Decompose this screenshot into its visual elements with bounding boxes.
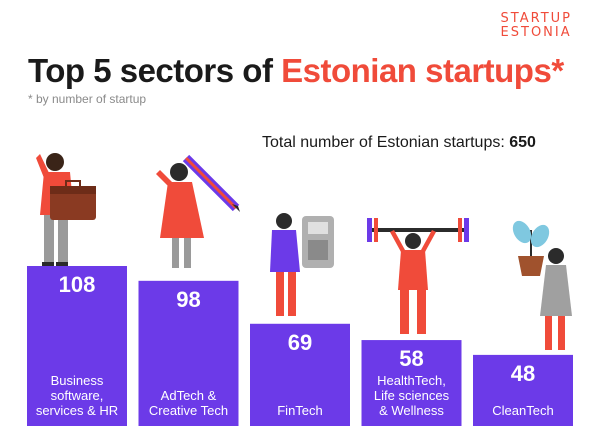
total-value: 650 [509,134,536,151]
bar-4 [361,340,462,426]
bar-value-2: 98 [176,287,200,312]
fintech-person-illustration [270,213,334,316]
total-label: Total number of Estonian startups: [262,134,505,151]
page-title: Top 5 sectors of Estonian startups* [28,52,564,90]
bar-label-line: Creative Tech [149,403,228,418]
bar-3 [250,323,350,426]
bar-label-2: AdTech & Creative Tech [149,388,228,418]
adtech-person-illustration [156,154,240,268]
bar-label-3: FinTech [277,403,323,418]
bar-2 [138,280,239,426]
cleantech-person-illustration [512,220,572,350]
logo-line-2: ESTONIA [500,25,572,40]
healthtech-person-illustration [367,218,469,334]
bar-value-4: 58 [399,346,423,371]
title-highlight: Estonian startups* [281,52,564,89]
bar-value-5: 48 [511,361,535,386]
bar-5 [473,354,573,426]
bar-label-line: services & HR [36,403,118,418]
bar-1 [27,266,127,426]
bar-value-3: 69 [288,330,312,355]
subtitle-note: * by number of startup [28,92,147,106]
bar-label-line: FinTech [277,403,323,418]
startup-estonia-logo: STARTUP ESTONIA [501,12,572,40]
bar-label-line: Life sciences [374,388,450,403]
bar-label-4: HealthTech, Life sciences & Wellness [374,373,450,418]
logo-line-1: STARTUP [500,11,572,26]
bar-label-1: Business software, services & HR [36,373,118,418]
bar-label-5: CleanTech [492,403,553,418]
bar-value-1: 108 [59,272,96,297]
bar-label-line: & Wellness [379,403,444,418]
total-startups: Total number of Estonian startups: 650 [262,134,536,152]
bar-label-line: HealthTech, [377,373,446,388]
title-prefix: Top 5 sectors of [28,52,282,89]
business-person-illustration [36,153,96,267]
bar-label-line: AdTech & [161,388,217,403]
bar-label-line: Business [51,373,104,388]
bar-label-line: CleanTech [492,403,553,418]
bar-label-line: software, [51,388,104,403]
